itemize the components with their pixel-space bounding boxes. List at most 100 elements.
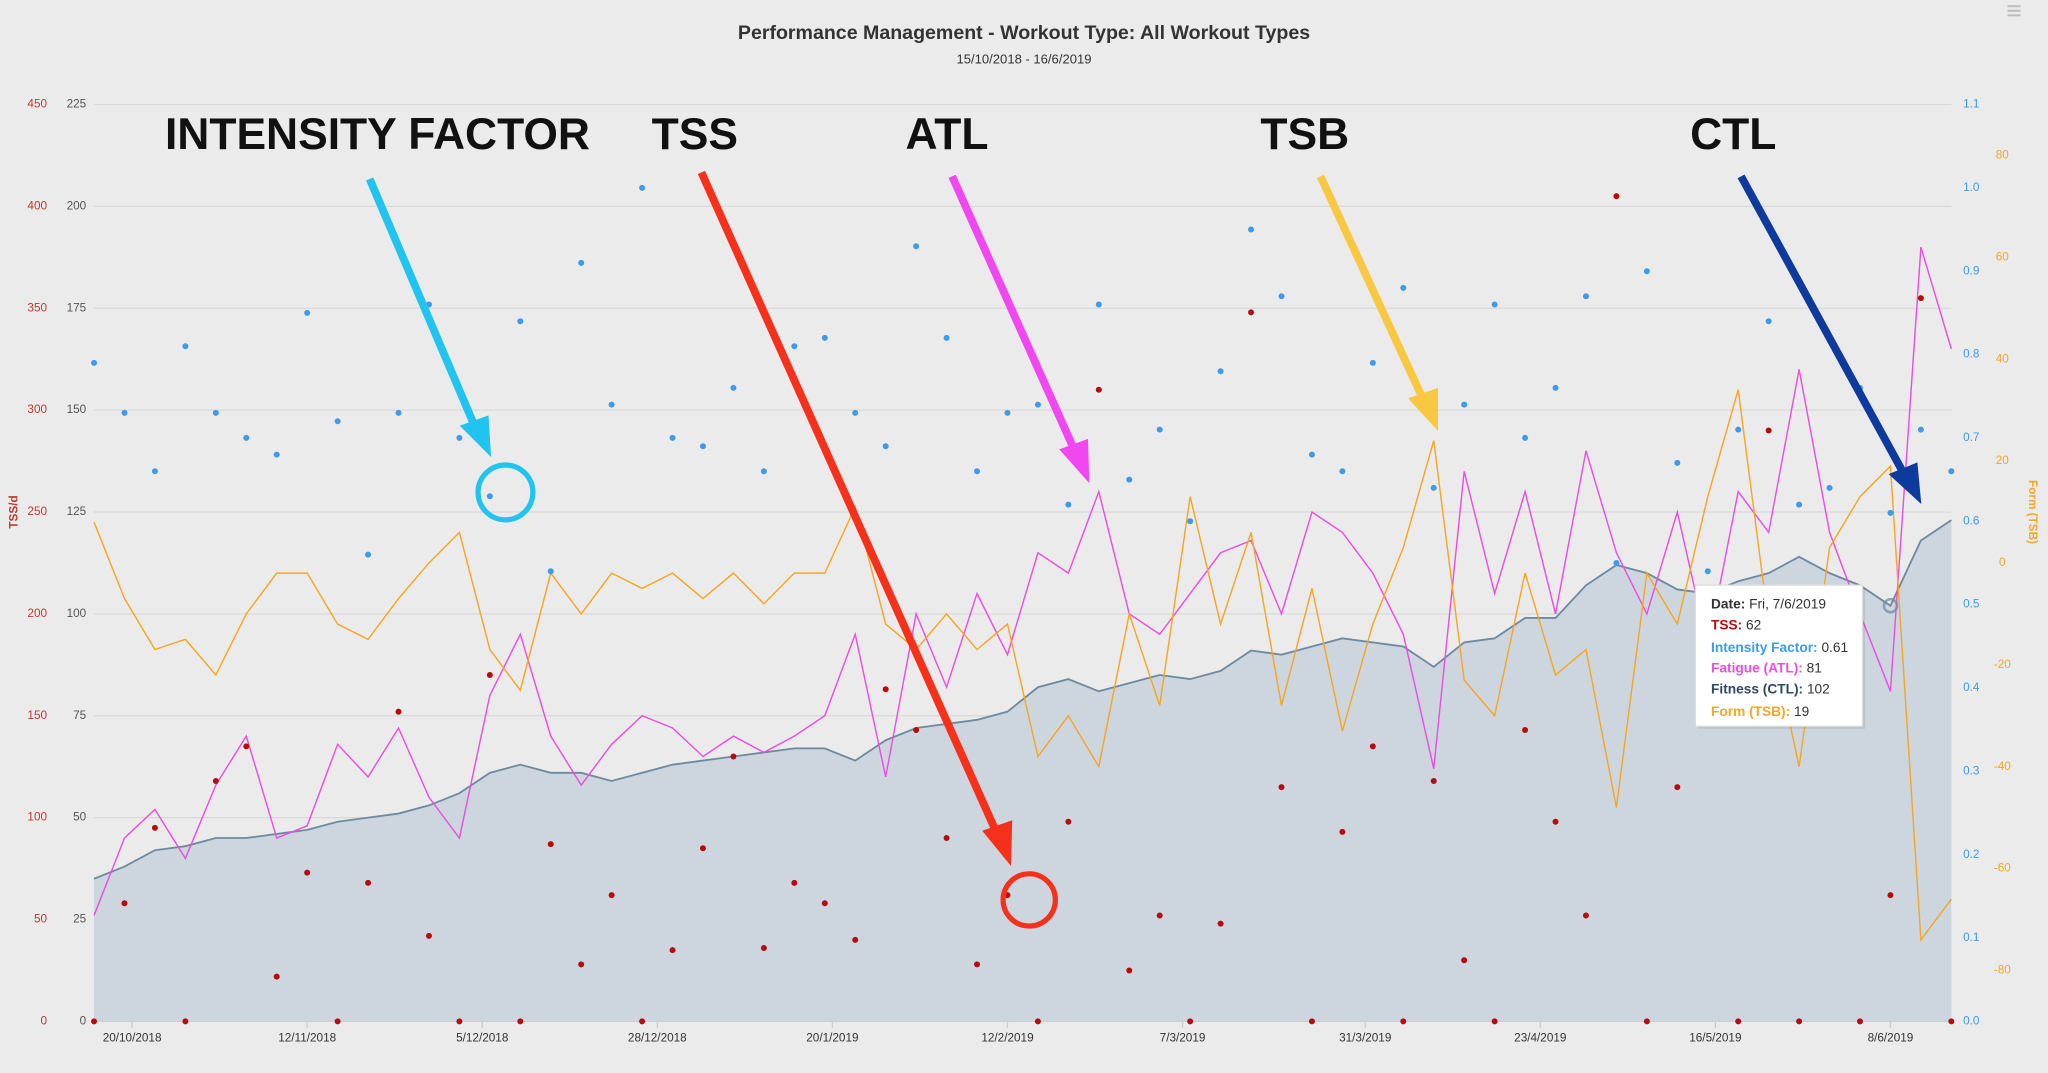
data-point — [1796, 501, 1803, 508]
y-tick-label: 100 — [27, 811, 47, 824]
menu-icon[interactable] — [2007, 5, 2021, 17]
data-point — [1308, 451, 1315, 458]
y4-tick-label: -80 — [1994, 964, 2011, 977]
data-point — [1156, 426, 1163, 433]
y4-tick-label: -20 — [1994, 658, 2011, 671]
data-point — [1613, 193, 1620, 200]
tooltip-row: TSS: 62 — [1711, 617, 1761, 632]
data-point — [1582, 912, 1589, 919]
data-point — [1156, 912, 1163, 919]
arrow-head — [1059, 438, 1090, 484]
data-point — [1065, 818, 1072, 825]
plot-area — [91, 184, 1955, 1025]
data-point — [1948, 468, 1955, 475]
data-point — [1856, 1018, 1864, 1025]
data-point — [395, 708, 402, 715]
data-point — [1400, 284, 1407, 291]
chart-subtitle: 15/10/2018 - 16/6/2019 — [957, 52, 1092, 67]
data-point — [1491, 1018, 1498, 1025]
grid: 0501001502002503003504004500255075100125… — [27, 98, 2011, 1045]
data-point — [578, 259, 585, 266]
data-point — [1217, 920, 1224, 927]
tooltip-row: Intensity Factor: 0.61 — [1711, 639, 1848, 654]
tooltip-value: 81 — [1807, 660, 1822, 675]
data-point — [486, 672, 493, 679]
data-point — [212, 777, 219, 784]
annotation-label: ATL — [905, 110, 988, 159]
data-point — [1187, 1018, 1194, 1025]
data-point — [1552, 384, 1559, 391]
tooltip-value: 102 — [1807, 681, 1830, 696]
x-tick-label: 23/4/2019 — [1514, 1031, 1566, 1044]
annotation-arrow — [697, 170, 1003, 841]
y-tick-label: 250 — [27, 505, 47, 518]
y2-tick-label: 25 — [73, 913, 87, 926]
data-point — [1095, 301, 1102, 308]
tooltip-label: Form (TSB): — [1711, 703, 1790, 718]
data-point — [1887, 509, 1894, 516]
y4-tick-label: 0 — [1999, 556, 2006, 569]
y2-tick-label: 0 — [80, 1015, 87, 1028]
data-point — [365, 879, 372, 886]
y3-tick-label: 0.0 — [1963, 1015, 1980, 1028]
data-point — [669, 947, 676, 954]
data-point — [1643, 1018, 1650, 1025]
y2-tick-label: 100 — [67, 607, 87, 620]
annotation-circle — [475, 462, 536, 523]
y-tick-label: 350 — [27, 301, 47, 314]
data-point — [1735, 426, 1742, 433]
data-point — [1095, 386, 1102, 393]
y-tick-label: 0 — [40, 1015, 47, 1028]
y4-tick-label: -60 — [1994, 862, 2011, 875]
tooltip-value: 19 — [1794, 703, 1809, 718]
data-point — [1034, 1018, 1041, 1025]
data-point — [212, 409, 219, 416]
data-point — [943, 835, 950, 842]
data-point — [1582, 293, 1589, 300]
menu-bar — [2007, 14, 2021, 17]
y-tick-label: 150 — [27, 709, 47, 722]
y3-tick-label: 0.5 — [1963, 598, 1980, 611]
tooltip-row: Form (TSB): 19 — [1711, 703, 1809, 718]
data-point — [608, 892, 615, 899]
data-point — [913, 243, 920, 250]
data-point — [1917, 295, 1924, 302]
annotation-arrow — [1737, 174, 1911, 482]
data-point — [304, 309, 311, 316]
y3-tick-label: 0.7 — [1963, 431, 1979, 444]
arrow-head — [982, 820, 1013, 866]
y3-tick-label: 0.9 — [1963, 264, 1979, 277]
data-point — [547, 568, 554, 575]
tooltip-value: 62 — [1746, 617, 1761, 632]
data-point — [1339, 468, 1346, 475]
y2-tick-label: 225 — [67, 98, 87, 111]
series-line — [93, 246, 1953, 916]
tooltip-row: Fatigue (ATL): 81 — [1711, 660, 1822, 675]
data-point — [243, 743, 250, 750]
x-tick-label: 12/2/2019 — [981, 1031, 1033, 1044]
data-point — [608, 401, 615, 408]
data-point — [1187, 518, 1194, 525]
chart-title: Performance Management - Workout Type: A… — [738, 22, 1310, 44]
y2-tick-label: 75 — [73, 709, 87, 722]
annotation-label: TSB — [1260, 110, 1349, 159]
data-point — [1278, 293, 1285, 300]
y4-tick-label: 40 — [1996, 352, 2010, 365]
y-tick-label: 50 — [34, 913, 48, 926]
data-point — [456, 1018, 463, 1025]
data-point — [1613, 559, 1620, 566]
data-point — [943, 334, 950, 341]
y3-tick-label: 1.1 — [1963, 98, 1979, 111]
data-point — [1034, 401, 1041, 408]
data-point — [395, 409, 402, 416]
data-point — [1248, 226, 1255, 233]
x-tick-label: 7/3/2019 — [1160, 1031, 1206, 1044]
data-point — [1126, 967, 1133, 974]
data-point — [304, 869, 311, 876]
y4-tick-label: 20 — [1996, 454, 2010, 467]
data-point — [334, 1018, 341, 1025]
tooltip-label: Date: — [1711, 596, 1745, 611]
x-tick-label: 5/12/2018 — [456, 1031, 509, 1044]
data-point — [334, 418, 341, 425]
